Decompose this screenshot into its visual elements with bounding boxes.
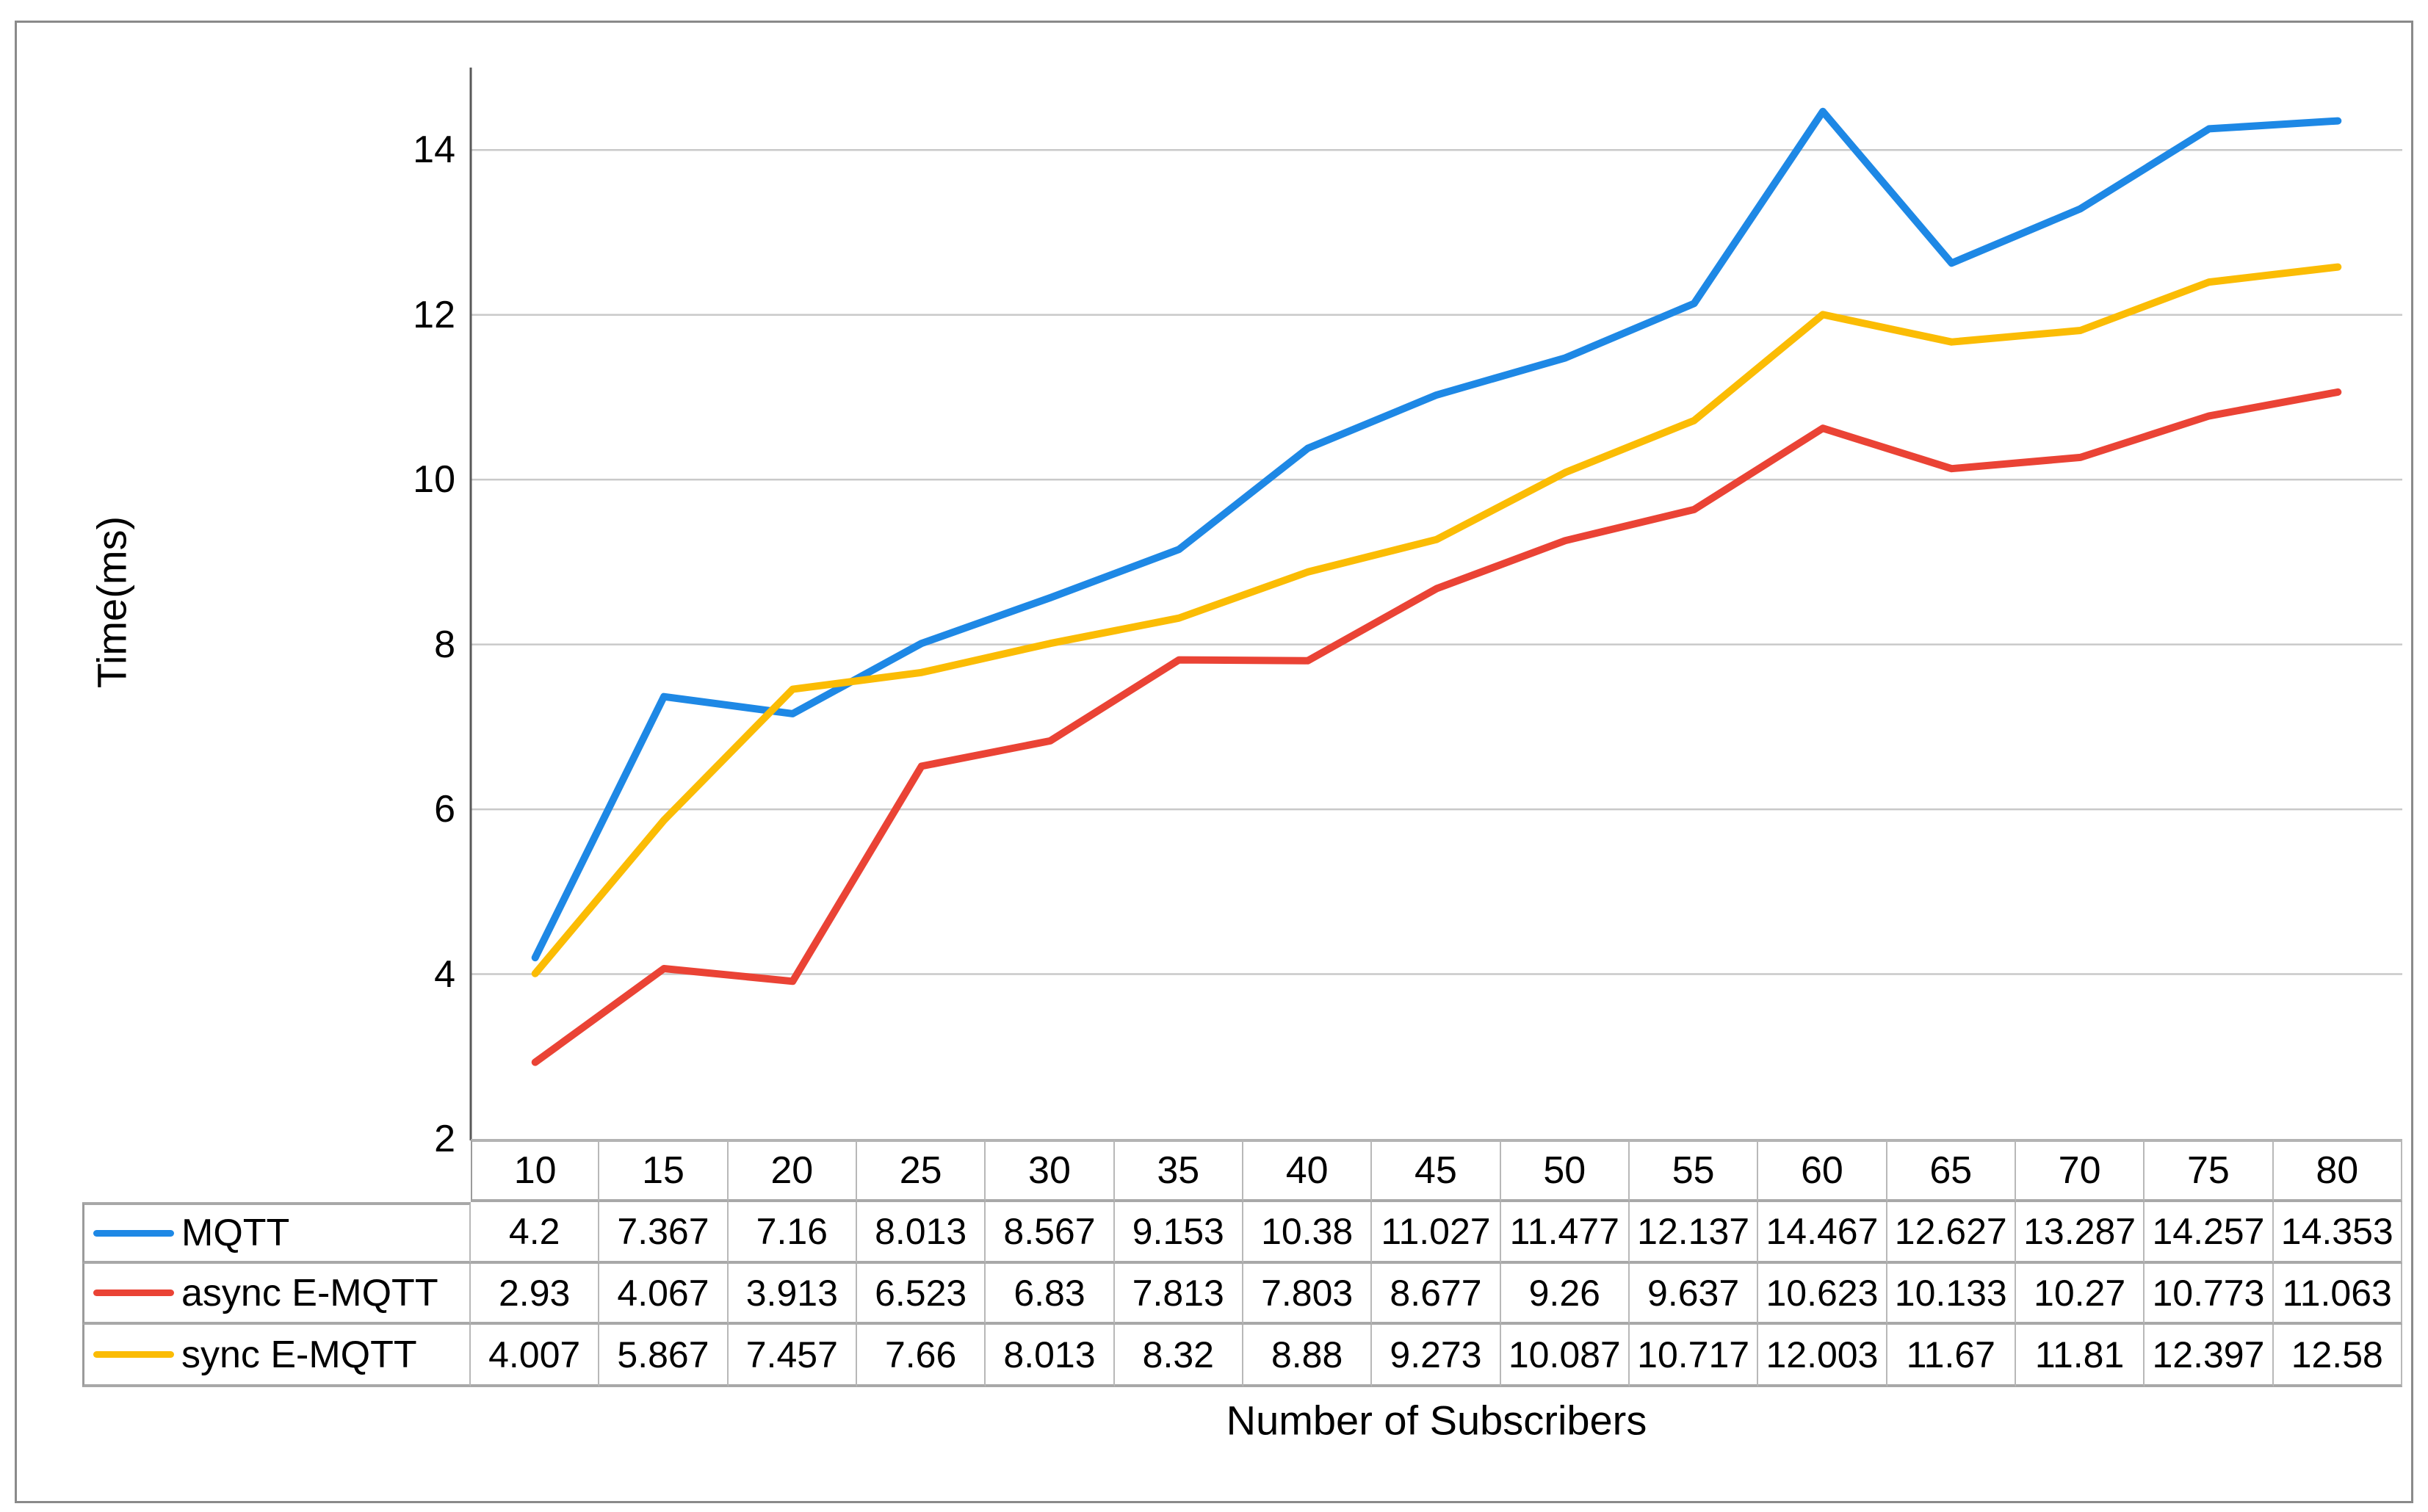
y-tick-label-4: 4 [434,952,455,996]
legend-label: MQTT [181,1212,290,1254]
table-value-cell: 12.627 [1887,1202,2016,1264]
x-tick-label-45: 45 [1372,1139,1501,1202]
table-value-cell: 10.717 [1629,1325,1759,1387]
legend-label: sync E-MQTT [181,1333,417,1376]
table-value-cell: 8.88 [1243,1325,1373,1387]
legend-label: async E-MQTT [181,1271,438,1314]
table-value-cell: 11.063 [2273,1264,2402,1325]
y-tick-label-2: 2 [434,1118,455,1160]
table-value-cell: 4.2 [471,1202,600,1264]
x-axis-title: Number of Subscribers [1226,1397,1647,1444]
x-tick-label-30: 30 [986,1139,1115,1202]
x-tick-label-75: 75 [2145,1139,2274,1202]
table-value-cell: 10.773 [2145,1264,2274,1325]
table-value-cell: 8.567 [986,1202,1115,1264]
table-value-cell: 8.013 [986,1325,1115,1387]
x-tick-label-40: 40 [1243,1139,1373,1202]
chart-data-table: 10 15 20 25 30 35 40 45 50 55 60 65 70 75 80 MQTT 4.2 7.3… [82,1139,2402,1387]
x-tick-label-65: 65 [1887,1139,2016,1202]
x-tick-label-55: 55 [1629,1139,1759,1202]
table-value-cell: 13.287 [2015,1202,2145,1264]
table-value-cell: 10.38 [1243,1202,1373,1264]
table-value-cell: 14.257 [2145,1202,2274,1264]
y-tick-label-14: 14 [413,129,455,172]
x-tick-label-10: 10 [471,1139,600,1202]
table-value-cell: 8.32 [1114,1325,1243,1387]
table-value-cell: 5.867 [599,1325,729,1387]
table-value-cell: 8.013 [856,1202,986,1264]
legend-item-mqtt: MQTT [82,1202,471,1264]
y-tick-label-6: 6 [434,788,455,831]
x-tick-label-60: 60 [1758,1139,1887,1202]
series-line-mqtt [531,107,2342,962]
legend-item-async-e-mqtt: async E-MQTT [82,1264,471,1325]
table-corner-spacer [82,1139,471,1202]
x-tick-label-15: 15 [599,1139,729,1202]
legend-swatch-mqtt [93,1229,174,1237]
y-tick-label-10: 10 [413,458,455,502]
table-value-cell: 11.81 [2015,1325,2145,1387]
y-tick-label-8: 8 [434,623,455,666]
table-value-cell: 6.523 [856,1264,986,1325]
table-value-cell: 14.467 [1758,1202,1887,1264]
x-tick-label-70: 70 [2015,1139,2145,1202]
series-line-async-e-mqtt [531,388,2342,1066]
table-value-cell: 7.367 [599,1202,729,1264]
legend-swatch-sync-e-mqtt [93,1351,174,1358]
table-value-cell: 9.153 [1114,1202,1243,1264]
y-axis-title: Time(ms) [88,516,135,689]
legend-swatch-async-e-mqtt [93,1289,174,1296]
y-tick-label-12: 12 [413,293,455,336]
table-value-cell: 3.913 [728,1264,857,1325]
table-value-cell: 4.007 [471,1325,600,1387]
table-value-cell: 7.813 [1114,1264,1243,1325]
table-value-cell: 2.93 [471,1264,600,1325]
table-value-cell: 6.83 [986,1264,1115,1325]
table-value-cell: 7.457 [728,1325,857,1387]
table-value-cell: 11.477 [1500,1202,1630,1264]
series-line-sync-e-mqtt [531,263,2342,977]
table-value-cell: 12.137 [1629,1202,1759,1264]
table-value-cell: 7.66 [856,1325,986,1387]
table-value-cell: 12.58 [2273,1325,2402,1387]
table-value-cell: 7.803 [1243,1264,1373,1325]
table-value-cell: 9.26 [1500,1264,1630,1325]
x-tick-label-80: 80 [2273,1139,2402,1202]
x-tick-label-20: 20 [728,1139,857,1202]
x-tick-label-35: 35 [1114,1139,1243,1202]
table-value-cell: 9.637 [1629,1264,1759,1325]
table-value-cell: 4.067 [599,1264,729,1325]
table-value-cell: 10.623 [1758,1264,1887,1325]
table-value-cell: 8.677 [1372,1264,1501,1325]
x-tick-label-50: 50 [1500,1139,1630,1202]
table-value-cell: 12.003 [1758,1325,1887,1387]
table-value-cell: 10.087 [1500,1325,1630,1387]
table-value-cell: 10.133 [1887,1264,2016,1325]
table-value-cell: 11.027 [1372,1202,1501,1264]
table-value-cell: 7.16 [728,1202,857,1264]
legend-item-sync-e-mqtt: sync E-MQTT [82,1325,471,1387]
table-value-cell: 9.273 [1372,1325,1501,1387]
x-tick-label-25: 25 [856,1139,986,1202]
table-value-cell: 12.397 [2145,1325,2274,1387]
table-value-cell: 14.353 [2273,1202,2402,1264]
table-value-cell: 10.27 [2015,1264,2145,1325]
table-value-cell: 11.67 [1887,1325,2016,1387]
